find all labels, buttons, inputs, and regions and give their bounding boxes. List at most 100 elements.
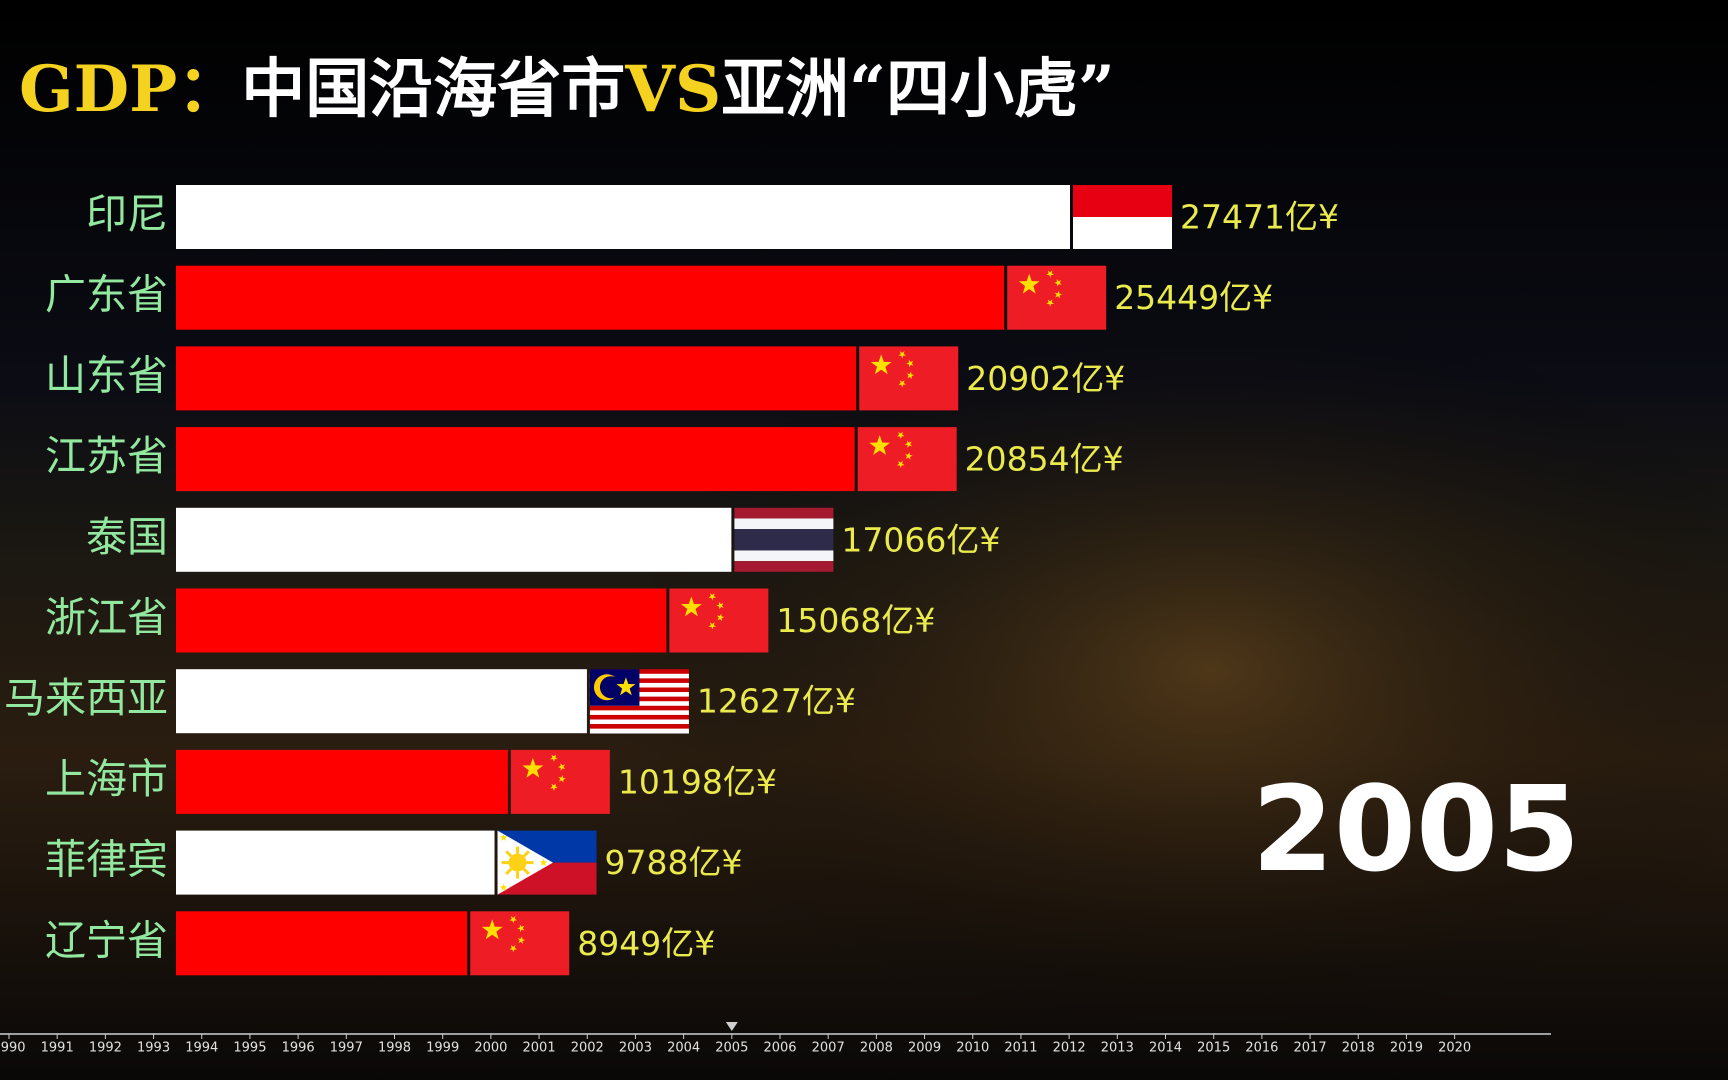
bar xyxy=(176,830,495,895)
bar xyxy=(176,749,508,814)
flag-star xyxy=(1046,299,1055,307)
timeline-tick-label: 2018 xyxy=(1342,1041,1375,1056)
flag-star xyxy=(558,774,566,783)
category-label: 辽宁省 xyxy=(45,916,168,964)
flag-star xyxy=(517,924,525,933)
chart-title: GDP：中国沿海省市VS亚洲“四小虎” xyxy=(19,52,1115,127)
category-label: 山东省 xyxy=(45,351,168,399)
bar xyxy=(176,588,667,653)
flag-star xyxy=(1054,290,1063,299)
flag-star xyxy=(898,380,907,388)
flag xyxy=(857,427,957,492)
flag-field xyxy=(1007,265,1107,330)
timeline-tick-label: 2020 xyxy=(1438,1041,1471,1056)
bar xyxy=(176,346,857,411)
value-label: 8949亿¥ xyxy=(577,924,715,963)
flag-stripe xyxy=(734,529,834,551)
timeline-tick-label: 2009 xyxy=(908,1041,941,1056)
value-label: 27471亿¥ xyxy=(1180,198,1339,237)
value-label: 20902亿¥ xyxy=(966,359,1125,398)
flag-star xyxy=(557,763,566,771)
flag-star xyxy=(1054,278,1062,287)
timeline-tick-label: 2019 xyxy=(1390,1041,1423,1056)
flag-stripe xyxy=(734,518,834,530)
category-label: 上海市 xyxy=(45,755,168,803)
flag-star xyxy=(905,452,913,460)
flag xyxy=(497,830,597,895)
category-label: 江苏省 xyxy=(45,432,168,480)
flag-star xyxy=(481,919,503,940)
timeline-tick-label: 2003 xyxy=(619,1041,652,1056)
flag-stripe xyxy=(734,550,834,562)
flag-field xyxy=(510,749,610,814)
category-label: 浙江省 xyxy=(45,594,168,642)
title-part: GDP： xyxy=(19,52,241,127)
flag-star xyxy=(1046,270,1055,278)
flag-star xyxy=(550,783,558,791)
flag-ray xyxy=(505,850,513,858)
flag-star xyxy=(509,945,518,953)
title-part: VS xyxy=(624,52,721,127)
value-label: 20854亿¥ xyxy=(965,440,1124,479)
timeline-tick-label: 2008 xyxy=(860,1041,893,1056)
category-label: 马来西亚 xyxy=(4,674,168,722)
flag xyxy=(470,911,570,976)
timeline-tick-label: 2010 xyxy=(956,1041,989,1056)
bar xyxy=(176,669,587,734)
flag-star xyxy=(550,754,558,762)
timeline-tick-label: 2014 xyxy=(1149,1041,1182,1056)
flag-field xyxy=(857,427,957,492)
flag xyxy=(669,588,769,653)
timeline-tick-label: 1996 xyxy=(282,1041,315,1056)
timeline-tick-label: 2004 xyxy=(667,1041,700,1056)
value-label: 25449亿¥ xyxy=(1114,278,1273,317)
timeline-tick-label: 2005 xyxy=(715,1041,748,1056)
timeline-tick-label: 2011 xyxy=(1004,1041,1037,1056)
flag xyxy=(734,507,834,572)
flag-star xyxy=(906,371,915,380)
flag-star xyxy=(499,883,508,891)
flag-stripe xyxy=(734,561,834,572)
timeline-tick-label: 1995 xyxy=(233,1041,266,1056)
bar xyxy=(176,185,1070,249)
flag-star xyxy=(716,613,725,622)
flag-sun xyxy=(508,853,527,872)
flag-ray xyxy=(522,850,530,858)
flag-crescent-cut xyxy=(599,676,622,699)
timeline-tick-label: 1994 xyxy=(185,1041,218,1056)
value-label: 9788亿¥ xyxy=(605,843,743,882)
flag-field xyxy=(1073,185,1172,217)
timeline-tick-label: 2017 xyxy=(1294,1041,1327,1056)
value-label: 12627亿¥ xyxy=(697,682,856,721)
category-label: 泰国 xyxy=(86,513,168,561)
flag xyxy=(589,669,689,734)
timeline-tick-label: 1997 xyxy=(330,1041,363,1056)
flag-stripe xyxy=(589,728,689,734)
flag-star xyxy=(499,833,508,841)
flag-star xyxy=(896,431,905,440)
timeline-tick-label: 1998 xyxy=(378,1041,411,1056)
category-label: 菲律宾 xyxy=(45,836,168,884)
value-label: 15068亿¥ xyxy=(776,601,935,640)
bar xyxy=(176,427,855,492)
timeline-tick-label: 2007 xyxy=(812,1041,845,1056)
flag xyxy=(1007,265,1107,330)
timeline-tick-label: 2006 xyxy=(763,1041,796,1056)
flag-star xyxy=(716,601,724,610)
flag-star xyxy=(870,354,892,375)
flag-star xyxy=(522,757,544,778)
timeline-marker xyxy=(725,1022,738,1031)
flag-stripe xyxy=(589,710,689,716)
flag-stripe xyxy=(734,507,834,519)
flag-star xyxy=(906,359,914,368)
bar xyxy=(176,265,1005,330)
flag-star xyxy=(517,936,526,944)
flag xyxy=(859,346,959,411)
bar xyxy=(176,507,732,572)
flag-star xyxy=(896,460,905,469)
flag-field xyxy=(470,911,570,976)
flag-stripe xyxy=(589,719,689,725)
flag-ray xyxy=(522,867,530,875)
timeline-tick-label: 2000 xyxy=(474,1041,507,1056)
